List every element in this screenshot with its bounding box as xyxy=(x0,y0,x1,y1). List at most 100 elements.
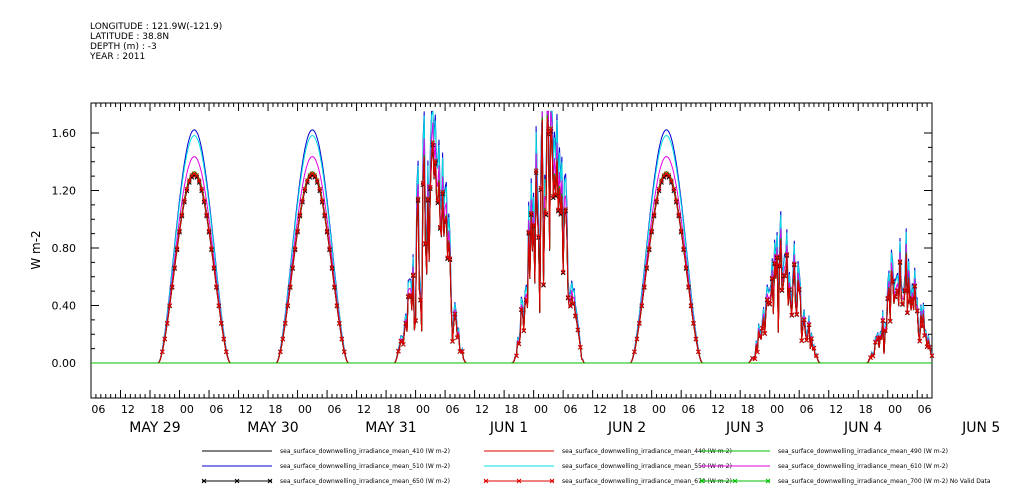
series-marker xyxy=(191,171,197,177)
series-marker xyxy=(558,210,564,216)
series-marker xyxy=(688,303,694,308)
series-marker xyxy=(673,198,679,203)
series-marker xyxy=(570,301,576,307)
series-marker xyxy=(787,286,792,292)
series-marker xyxy=(218,320,224,326)
series-marker xyxy=(897,259,903,264)
longitude-text: LONGITUDE : 121.9W(-121.9) xyxy=(90,22,223,32)
x-hour-label: 06 xyxy=(918,403,932,416)
series-marker xyxy=(300,198,305,203)
series-line xyxy=(91,115,933,364)
series-marker xyxy=(782,272,787,278)
series-marker xyxy=(912,283,918,289)
series-marker xyxy=(651,212,657,218)
series-marker xyxy=(791,261,797,267)
legend-entry: sea_surface_downwelling_irradiance_mean_… xyxy=(562,478,732,485)
x-hour-label: 00 xyxy=(534,403,548,416)
series-marker xyxy=(531,222,536,228)
series-marker xyxy=(909,295,915,301)
x-hour-label: 00 xyxy=(298,403,312,416)
legend-marker xyxy=(267,478,273,484)
legend-entry: sea_surface_downwelling_irradiance_mean_… xyxy=(280,478,450,485)
series-marker xyxy=(442,218,448,224)
plot-frame xyxy=(90,102,933,399)
series-marker xyxy=(553,191,559,197)
x-hour-label: 06 xyxy=(682,403,696,416)
series-marker xyxy=(806,322,812,327)
x-date-label: JUN 2 xyxy=(607,420,646,436)
x-hour-label: 18 xyxy=(859,403,873,416)
series-marker xyxy=(440,189,445,195)
series-marker xyxy=(555,207,561,213)
series-marker xyxy=(796,286,802,292)
series-marker xyxy=(455,335,460,340)
x-date-label: MAY 31 xyxy=(365,420,416,436)
series-marker xyxy=(885,295,891,301)
series-marker xyxy=(187,178,192,184)
series-marker xyxy=(189,173,195,178)
series-line xyxy=(91,110,933,364)
series-marker xyxy=(905,310,910,315)
x-hour-label: 00 xyxy=(770,403,784,416)
series-marker xyxy=(221,336,227,342)
x-hour-label: 06 xyxy=(209,403,223,416)
legend-entry: sea_surface_downwelling_irradiance_mean_… xyxy=(778,463,948,470)
series-marker xyxy=(182,198,187,203)
series-marker xyxy=(194,173,200,178)
series-marker xyxy=(693,336,699,342)
series-marker xyxy=(290,265,295,270)
legend-entry: sea_surface_downwelling_irradiance_mean_… xyxy=(778,448,948,455)
series-marker xyxy=(408,292,414,298)
x-hour-label: 06 xyxy=(327,403,341,416)
series-marker xyxy=(204,212,209,218)
series-marker xyxy=(681,246,686,252)
series-marker xyxy=(332,284,337,290)
series-marker xyxy=(789,312,795,318)
series-line xyxy=(91,115,933,364)
x-hour-label: 06 xyxy=(91,403,105,416)
series-marker xyxy=(459,348,465,354)
series-marker xyxy=(919,323,925,329)
y-tick-label: 1.20 xyxy=(52,185,77,198)
x-hour-label: 12 xyxy=(711,403,725,416)
series-marker xyxy=(209,246,214,252)
series-marker xyxy=(526,229,532,235)
year-text: YEAR : 2011 xyxy=(90,52,146,62)
series-marker xyxy=(339,336,345,342)
series-marker xyxy=(317,186,323,192)
series-marker xyxy=(696,349,701,355)
legend-entry: sea_surface_downwelling_irradiance_mean_… xyxy=(280,448,450,455)
series-marker xyxy=(755,349,760,355)
series-marker xyxy=(309,171,315,177)
x-hour-label: 00 xyxy=(888,403,902,416)
latitude-text: LATITUDE : 38.8N xyxy=(90,32,170,42)
series-marker xyxy=(216,303,222,308)
series-marker xyxy=(900,301,905,307)
series-marker xyxy=(533,168,539,174)
series-marker xyxy=(671,186,677,192)
series-marker xyxy=(814,353,819,359)
series-marker xyxy=(637,320,642,326)
series-marker xyxy=(804,337,809,343)
x-date-label: MAY 30 xyxy=(247,420,298,436)
series-marker xyxy=(314,178,320,184)
x-hour-label: 00 xyxy=(652,403,666,416)
series-marker xyxy=(757,333,763,339)
series-marker xyxy=(927,344,932,350)
x-date-label: JUN 1 xyxy=(489,420,528,436)
series-lines xyxy=(91,110,935,364)
legend-marker xyxy=(699,478,705,484)
series-marker xyxy=(870,353,876,359)
series-marker xyxy=(575,327,581,333)
series-marker xyxy=(184,186,190,192)
series-marker xyxy=(432,159,438,164)
series-marker xyxy=(196,178,202,184)
series-marker xyxy=(917,338,923,344)
series-marker xyxy=(649,228,655,234)
series-marker xyxy=(292,246,298,252)
x-hour-label: 12 xyxy=(239,403,253,416)
series-marker xyxy=(179,212,185,218)
series-marker xyxy=(450,338,455,344)
series-marker xyxy=(777,263,782,268)
series-marker xyxy=(639,303,645,308)
